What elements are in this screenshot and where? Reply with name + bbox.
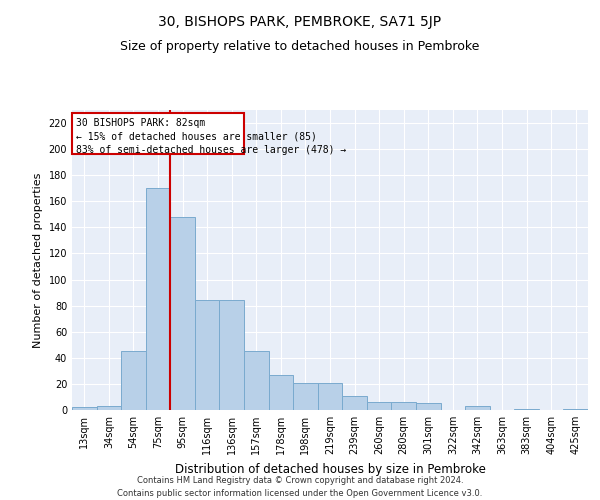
Bar [97, 406, 121, 410]
Bar [563, 408, 588, 410]
Bar [514, 408, 539, 410]
Bar [391, 402, 416, 410]
Bar [367, 402, 391, 410]
FancyBboxPatch shape [72, 112, 244, 154]
Text: Size of property relative to detached houses in Pembroke: Size of property relative to detached ho… [121, 40, 479, 53]
Bar [195, 300, 220, 410]
X-axis label: Distribution of detached houses by size in Pembroke: Distribution of detached houses by size … [175, 462, 485, 475]
Bar [146, 188, 170, 410]
Bar [293, 382, 318, 410]
Bar [465, 406, 490, 410]
Text: 83% of semi-detached houses are larger (478) →: 83% of semi-detached houses are larger (… [76, 145, 346, 155]
Bar [121, 352, 146, 410]
Text: ← 15% of detached houses are smaller (85): ← 15% of detached houses are smaller (85… [76, 132, 317, 141]
Text: 30, BISHOPS PARK, PEMBROKE, SA71 5JP: 30, BISHOPS PARK, PEMBROKE, SA71 5JP [158, 15, 442, 29]
Bar [244, 352, 269, 410]
Bar [416, 404, 440, 410]
Text: 30 BISHOPS PARK: 82sqm: 30 BISHOPS PARK: 82sqm [76, 118, 205, 128]
Bar [220, 300, 244, 410]
Bar [170, 217, 195, 410]
Bar [318, 382, 342, 410]
Y-axis label: Number of detached properties: Number of detached properties [33, 172, 43, 348]
Bar [342, 396, 367, 410]
Text: Contains HM Land Registry data © Crown copyright and database right 2024.
Contai: Contains HM Land Registry data © Crown c… [118, 476, 482, 498]
Bar [269, 375, 293, 410]
Bar [72, 408, 97, 410]
